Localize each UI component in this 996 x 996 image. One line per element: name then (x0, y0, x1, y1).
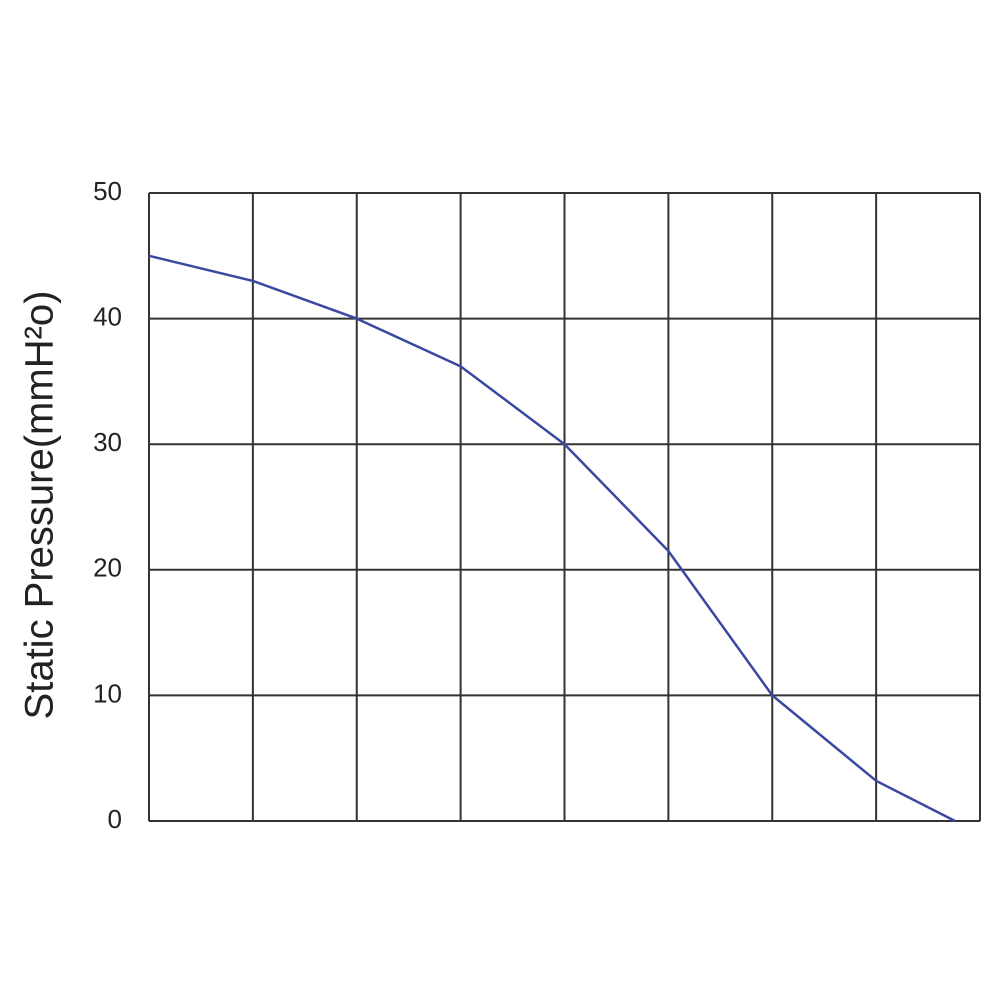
y-tick-label: 0 (108, 804, 122, 834)
y-tick-label: 50 (93, 176, 122, 206)
y-tick-label: 10 (93, 678, 122, 708)
y-tick-label: 20 (93, 553, 122, 583)
y-tick-label: 30 (93, 427, 122, 457)
curve (148, 254, 956, 823)
y-tick-label: 40 (93, 301, 122, 331)
y-axis-label: Static Pressure(mmH²o) (18, 291, 62, 720)
